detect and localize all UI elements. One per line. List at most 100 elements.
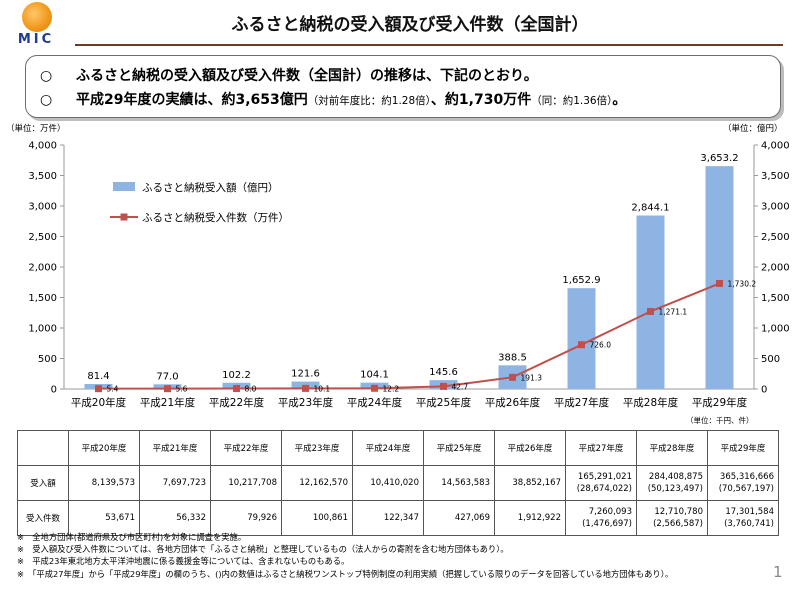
- summary-line-1: ○ ふるさと納税の受入額及び受入件数（全国計）の推移は、下記のとおり。: [40, 65, 538, 85]
- cell-value: 122,347: [383, 513, 419, 523]
- bar: [636, 215, 665, 389]
- left-tick-label: 1,500: [28, 293, 57, 304]
- table-row: 受入件数 53,671 56,332 79,926 100,861 122,347 427,…: [17, 500, 779, 536]
- cell-value: 56,332: [176, 513, 206, 523]
- note-line: ※ 平成23年東北地方太平洋沖地震に係る義援金等については、含まれないものもある…: [17, 556, 350, 567]
- category-label: 平成29年度: [692, 396, 748, 409]
- line-point: [716, 279, 723, 287]
- column-header: 平成27年度: [565, 430, 637, 466]
- table-cell: 53,671: [68, 500, 140, 536]
- table-cell: 17,301,584 (3,760,741): [707, 500, 779, 536]
- legend-line-label: ふるさと納税受入件数（万件）: [142, 211, 289, 224]
- bar-value-label: 1,652.9: [562, 275, 600, 286]
- left-tick-label: 3,000: [28, 202, 57, 213]
- summary-text-2a: 平成29年度の実績は、約3,653億円: [76, 92, 308, 108]
- line-value-label: 42.7: [452, 382, 469, 391]
- category-label: 平成24年度: [347, 396, 403, 409]
- line-value-label: 5.6: [176, 385, 188, 394]
- table-cell: 427,069: [423, 500, 495, 536]
- left-tick-label: 1,000: [28, 324, 57, 335]
- bar-value-label: 388.5: [498, 352, 527, 363]
- chart: （単位：万件） （単位：億円） 0 500 1,000 1,500 2,000 2,500 3,…: [6, 123, 790, 409]
- table-cell: 12,162,570: [281, 465, 353, 501]
- column-header: 平成26年度: [494, 430, 566, 466]
- table-cell: 10,217,708: [210, 465, 282, 501]
- left-tick-label: 4,000: [28, 141, 57, 152]
- table-cell: 365,316,666 (70,567,197): [707, 465, 779, 501]
- cell-value: 38,852,167: [512, 478, 561, 488]
- cell-value: 17,301,584: [725, 507, 774, 517]
- table-cell: 56,332: [139, 500, 211, 536]
- column-header: 平成29年度: [707, 430, 779, 466]
- cell-value: 427,069: [454, 513, 490, 523]
- right-tick-label: 4,000: [761, 141, 790, 152]
- cell-value: 53,671: [105, 513, 135, 523]
- summary-text-2b: （対前年度比：約1.28倍）: [307, 95, 431, 107]
- category-label: 平成21年度: [140, 396, 196, 409]
- mic-logo: MIC: [8, 2, 64, 50]
- left-tick-label: 500: [38, 354, 57, 365]
- bullet-mark: ○: [40, 68, 53, 84]
- cell-value: 100,861: [312, 513, 348, 523]
- cell-value: (2,566,587): [653, 519, 703, 529]
- column-header: 平成28年度: [636, 430, 708, 466]
- table-cell: 284,408,875 (50,123,497): [636, 465, 708, 501]
- page-number: 1: [773, 563, 783, 581]
- line-value-label: 726.0: [590, 341, 612, 350]
- column-header: 平成23年度: [281, 430, 353, 466]
- column-header: [17, 430, 69, 466]
- table-cell: 1,912,922: [494, 500, 566, 536]
- cell-value: 79,926: [247, 513, 277, 523]
- bar-value-label: 77.0: [156, 371, 178, 382]
- bullet-mark: ○: [40, 92, 53, 108]
- right-axis-unit: （単位：億円）: [723, 123, 783, 134]
- notes: ※ 全地方団体(都道府県及び市区町村)を対象に調査を実施。 ※ 受入額及び受入件数…: [17, 531, 673, 580]
- right-tick-label: 0: [761, 385, 767, 396]
- line-value-label: 191.3: [521, 373, 543, 382]
- cell-value: 165,291,021: [577, 472, 632, 482]
- table-cell: 10,410,020: [352, 465, 424, 501]
- summary-text-2d: （同：約1.36倍）: [531, 95, 613, 107]
- legend-bar-label: ふるさと納税受入額（億円）: [142, 181, 279, 194]
- category-label: 平成20年度: [71, 396, 127, 409]
- cell-value: (50,123,497): [647, 484, 703, 494]
- legend-line-marker: [120, 213, 128, 221]
- cell-value: 12,162,570: [299, 478, 348, 488]
- line-value-label: 8.0: [245, 385, 257, 394]
- line-point: [164, 385, 171, 393]
- category-label: 平成26年度: [485, 396, 541, 409]
- left-tick-label: 2,000: [28, 263, 57, 274]
- right-tick-label: 1,500: [761, 293, 790, 304]
- category-label: 平成23年度: [278, 396, 334, 409]
- table-cell: 38,852,167: [494, 465, 566, 501]
- cell-value: 8,139,573: [91, 478, 135, 488]
- page-title: ふるさと納税の受入額及び受入件数（全国計）: [231, 15, 589, 35]
- cell-value: (1,476,697): [582, 519, 632, 529]
- cell-value: (3,760,741): [724, 519, 774, 529]
- line-point: [578, 341, 585, 349]
- category-label: 平成25年度: [416, 396, 472, 409]
- left-axis-unit: （単位：万件）: [6, 123, 66, 134]
- line-value-label: 10.1: [314, 384, 331, 393]
- logo-text: MIC: [17, 32, 55, 47]
- left-tick-label: 2,500: [28, 232, 57, 243]
- bar-value-label: 145.6: [429, 367, 458, 378]
- column-header: 平成21年度: [139, 430, 211, 466]
- right-tick-label: 2,000: [761, 263, 790, 274]
- data-table: 平成20年度 平成21年度 平成22年度 平成23年度 平成24年度 平成25年度 平成26…: [17, 430, 779, 536]
- cell-value: 284,408,875: [648, 472, 703, 482]
- legend-bar-swatch: [113, 182, 135, 191]
- line-series: [98, 282, 720, 390]
- table-cell: 12,710,780 (2,566,587): [636, 500, 708, 536]
- left-tick-label: 3,500: [28, 171, 57, 182]
- category-label: 平成27年度: [554, 396, 610, 409]
- line-point: [233, 385, 240, 393]
- line-value-label: 5.4: [107, 385, 119, 394]
- table-cell: 79,926: [210, 500, 282, 536]
- column-header: 平成20年度: [68, 430, 140, 466]
- line-value-label: 1,271.1: [659, 307, 688, 316]
- cell-value: 1,912,922: [517, 513, 561, 523]
- table-cell: 7,697,723: [139, 465, 211, 501]
- note-line: ※ 全地方団体(都道府県及び市区町村)を対象に調査を実施。: [17, 532, 247, 542]
- summary-text-1: ふるさと納税の受入額及び受入件数（全国計）の推移は、下記のとおり。: [76, 68, 538, 84]
